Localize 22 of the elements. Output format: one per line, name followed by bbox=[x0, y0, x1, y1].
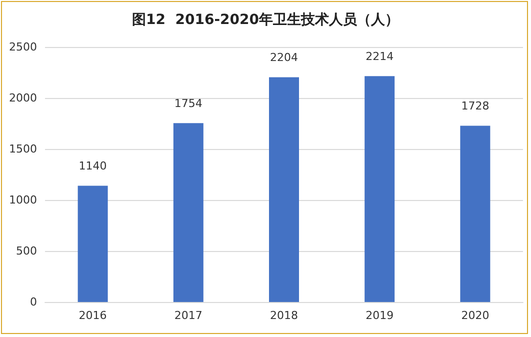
bar bbox=[78, 186, 108, 302]
x-tick-label: 2019 bbox=[366, 309, 394, 322]
x-tick-label: 2020 bbox=[461, 309, 490, 322]
x-tick-label: 2017 bbox=[174, 309, 202, 322]
data-label: 2204 bbox=[270, 51, 298, 64]
data-label: 1140 bbox=[78, 160, 107, 173]
chart-title: 图12 2016-2020年卫生技术人员（人） bbox=[132, 12, 399, 28]
bar bbox=[460, 126, 490, 302]
data-label: 1728 bbox=[461, 100, 490, 113]
y-tick-label: 0 bbox=[30, 296, 37, 308]
y-tick-label: 2000 bbox=[9, 92, 37, 104]
y-tick-label: 500 bbox=[16, 244, 37, 258]
x-tick-label: 2016 bbox=[78, 309, 107, 322]
bar bbox=[269, 77, 299, 302]
y-tick-label: 1000 bbox=[9, 194, 37, 206]
y-tick-label: 1500 bbox=[9, 142, 37, 156]
x-tick-label: 2018 bbox=[270, 309, 298, 322]
y-tick-label: 2500 bbox=[9, 40, 37, 54]
bar bbox=[364, 76, 395, 302]
data-label: 1754 bbox=[174, 97, 202, 110]
bar bbox=[173, 123, 204, 302]
data-label: 2214 bbox=[366, 50, 394, 64]
